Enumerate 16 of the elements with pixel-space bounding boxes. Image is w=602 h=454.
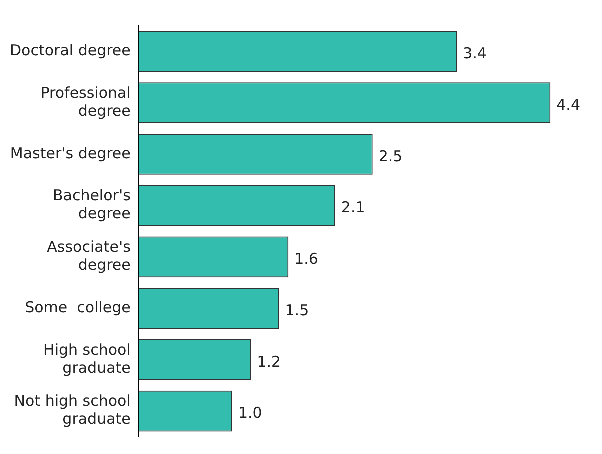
data-label: 3.4 <box>463 44 487 63</box>
y-tick-label: Master's degree <box>10 144 131 162</box>
data-label: 2.5 <box>378 147 403 166</box>
y-tick-label: High school graduate <box>44 340 131 377</box>
y-tick-label: Doctoral degree <box>10 42 131 60</box>
data-label: 1.2 <box>257 352 282 371</box>
y-tick-label: Associate's degree <box>47 238 132 274</box>
data-label: 4.4 <box>556 96 580 114</box>
data-label: 1.6 <box>294 250 318 268</box>
data-label: 1.5 <box>285 301 310 320</box>
y-tick-label: Bachelor's degree <box>52 186 132 223</box>
data-label: 2.1 <box>341 198 366 217</box>
y-tick-label: Some college <box>25 298 131 316</box>
data-label: 1.0 <box>238 404 262 422</box>
y-tick-label: Not high school graduate <box>14 392 131 428</box>
y-tick-label: Professional degree <box>40 84 131 120</box>
